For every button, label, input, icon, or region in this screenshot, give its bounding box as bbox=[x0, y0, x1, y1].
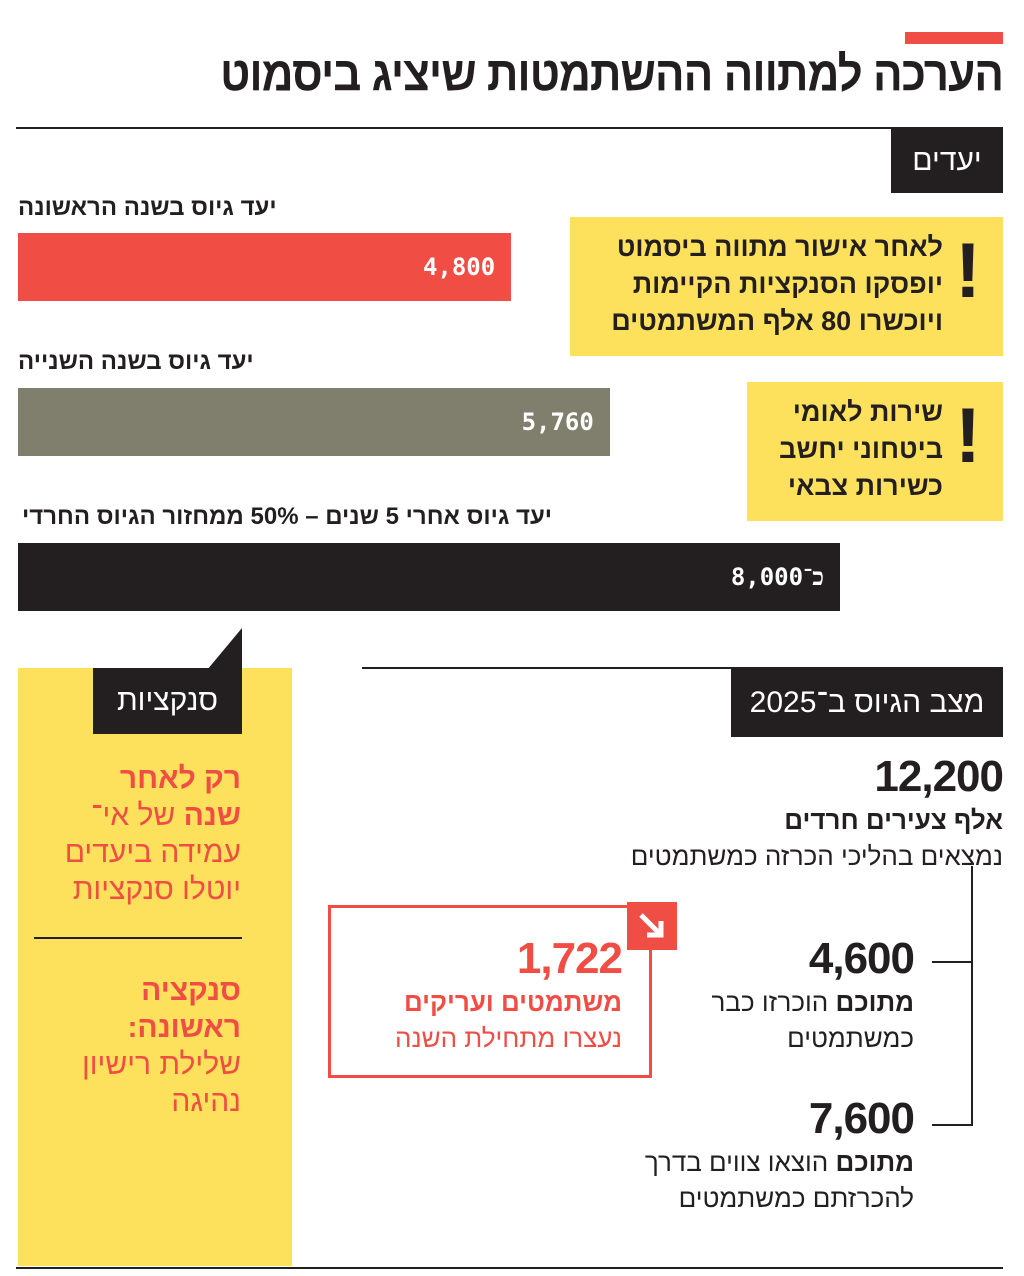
sanction-bold: שנה bbox=[183, 799, 241, 832]
orders-value: 7,600 bbox=[808, 1094, 915, 1143]
bottom-divider bbox=[16, 1267, 1003, 1269]
exclamation-icon: ! bbox=[955, 391, 981, 479]
accent-bar bbox=[905, 32, 1003, 44]
sanction-text: שלילת רישיון bbox=[81, 1048, 241, 1081]
arrested-box bbox=[328, 905, 652, 1078]
bar-year-5: כ־8,000 bbox=[18, 543, 840, 611]
goals-tag: יעדים bbox=[891, 128, 1003, 193]
divider bbox=[16, 127, 1003, 129]
total-desc: נמצאים בהליכי הכרזה כמשתמטים bbox=[630, 841, 1003, 871]
orders-desc: להכרזתם כמשתמטים bbox=[678, 1183, 914, 1213]
sanction-text-1: רק לאחר שנה של אי־ עמידה ביעדים יוטלו סנ… bbox=[65, 760, 241, 908]
bar-value-1: 4,800 bbox=[422, 253, 496, 281]
bar-value-2: 5,760 bbox=[521, 408, 594, 436]
note-line: שירות לאומי bbox=[792, 397, 943, 427]
declared-desc: הוכרזו כבר bbox=[711, 987, 836, 1017]
total-value: 12,200 bbox=[874, 752, 1004, 801]
arrested-value: 1,722 bbox=[516, 934, 623, 983]
page-title: הערכה למתווה ההשתמטות שיציג ביסמוט bbox=[220, 47, 1004, 102]
arrested-desc: נעצרו מתחילת השנה bbox=[395, 1023, 622, 1053]
sanction-text: נהיגה bbox=[171, 1085, 241, 1118]
note-text-2: שירות לאומי ביטחוני יחשב כשירות צבאי bbox=[779, 394, 943, 505]
declared-bold: מתוכם bbox=[835, 987, 915, 1017]
sanctions-tag: סנקציות bbox=[93, 668, 242, 734]
status-tag: מצב הגיוס ב־2025 bbox=[731, 668, 1003, 737]
note-line: לאחר אישור מתווה ביסמוט bbox=[616, 232, 943, 262]
note-text-1: לאחר אישור מתווה ביסמוט יופסקו הסנקציות … bbox=[611, 229, 943, 340]
note-line: ביטחוני יחשב bbox=[779, 434, 943, 464]
status-divider bbox=[362, 667, 1003, 669]
orders-bold: מתוכם bbox=[835, 1147, 915, 1177]
sanctions-divider bbox=[34, 937, 242, 939]
bar-year-2: 5,760 bbox=[18, 388, 610, 456]
sanction-text: עמידה ביעדים bbox=[64, 836, 241, 869]
sanction-bold: ראשונה: bbox=[127, 1011, 241, 1044]
arrow-down-right-icon bbox=[627, 902, 677, 950]
sanction-bold: סנקציה bbox=[141, 974, 241, 1007]
bar-year-1: 4,800 bbox=[18, 233, 512, 301]
sanction-text: של אי־ bbox=[91, 799, 184, 832]
bar-value-3: כ־8,000 bbox=[730, 562, 824, 591]
orders-desc: הוצאו צווים בדרך bbox=[644, 1147, 836, 1177]
bracket-vertical bbox=[971, 866, 973, 1126]
sanction-text-2: סנקציה ראשונה: שלילת רישיון נהיגה bbox=[82, 972, 241, 1120]
note-line: כשירות צבאי bbox=[787, 471, 943, 501]
note-line: ויוכשרו 80 אלף המשתמטים bbox=[611, 306, 943, 336]
bracket-tick-1 bbox=[932, 961, 972, 963]
sanction-text: יוטלו סנקציות bbox=[72, 873, 241, 906]
exclamation-icon: ! bbox=[955, 226, 981, 314]
note-line: יופסקו הסנקציות הקיימות bbox=[632, 269, 943, 299]
status-orders: 7,600 מתוכם הוצאו צווים בדרך להכרזתם כמש… bbox=[644, 1094, 915, 1216]
bar-label-3: יעד גיוס אחרי 5 שנים – 50% ממחזור הגיוס … bbox=[22, 503, 553, 530]
status-declared: 4,600 מתוכם הוכרזו כבר כמשתמטים bbox=[711, 934, 915, 1056]
bar-label-1: יעד גיוס בשנה הראשונה bbox=[18, 194, 277, 221]
status-total: 12,200 אלף צעירים חרדים נמצאים בהליכי הכ… bbox=[630, 752, 1004, 874]
declared-desc: כמשתמטים bbox=[787, 1023, 914, 1053]
speech-pointer bbox=[207, 628, 242, 670]
bar-label-2: יעד גיוס בשנה השנייה bbox=[18, 348, 254, 375]
sanctions-panel bbox=[18, 668, 292, 1266]
note-box-2: שירות לאומי ביטחוני יחשב כשירות צבאי ! bbox=[747, 382, 1003, 521]
arrested-label: משתמטים ועריקים bbox=[403, 987, 622, 1017]
declared-value: 4,600 bbox=[808, 934, 915, 983]
sanction-bold: רק לאחר bbox=[119, 762, 241, 795]
bracket-tick-2 bbox=[932, 1124, 972, 1126]
note-box-1: לאחר אישור מתווה ביסמוט יופסקו הסנקציות … bbox=[570, 217, 1003, 356]
total-label: אלף צעירים חרדים bbox=[784, 805, 1003, 835]
status-arrested: 1,722 משתמטים ועריקים נעצרו מתחילת השנה bbox=[395, 934, 623, 1056]
